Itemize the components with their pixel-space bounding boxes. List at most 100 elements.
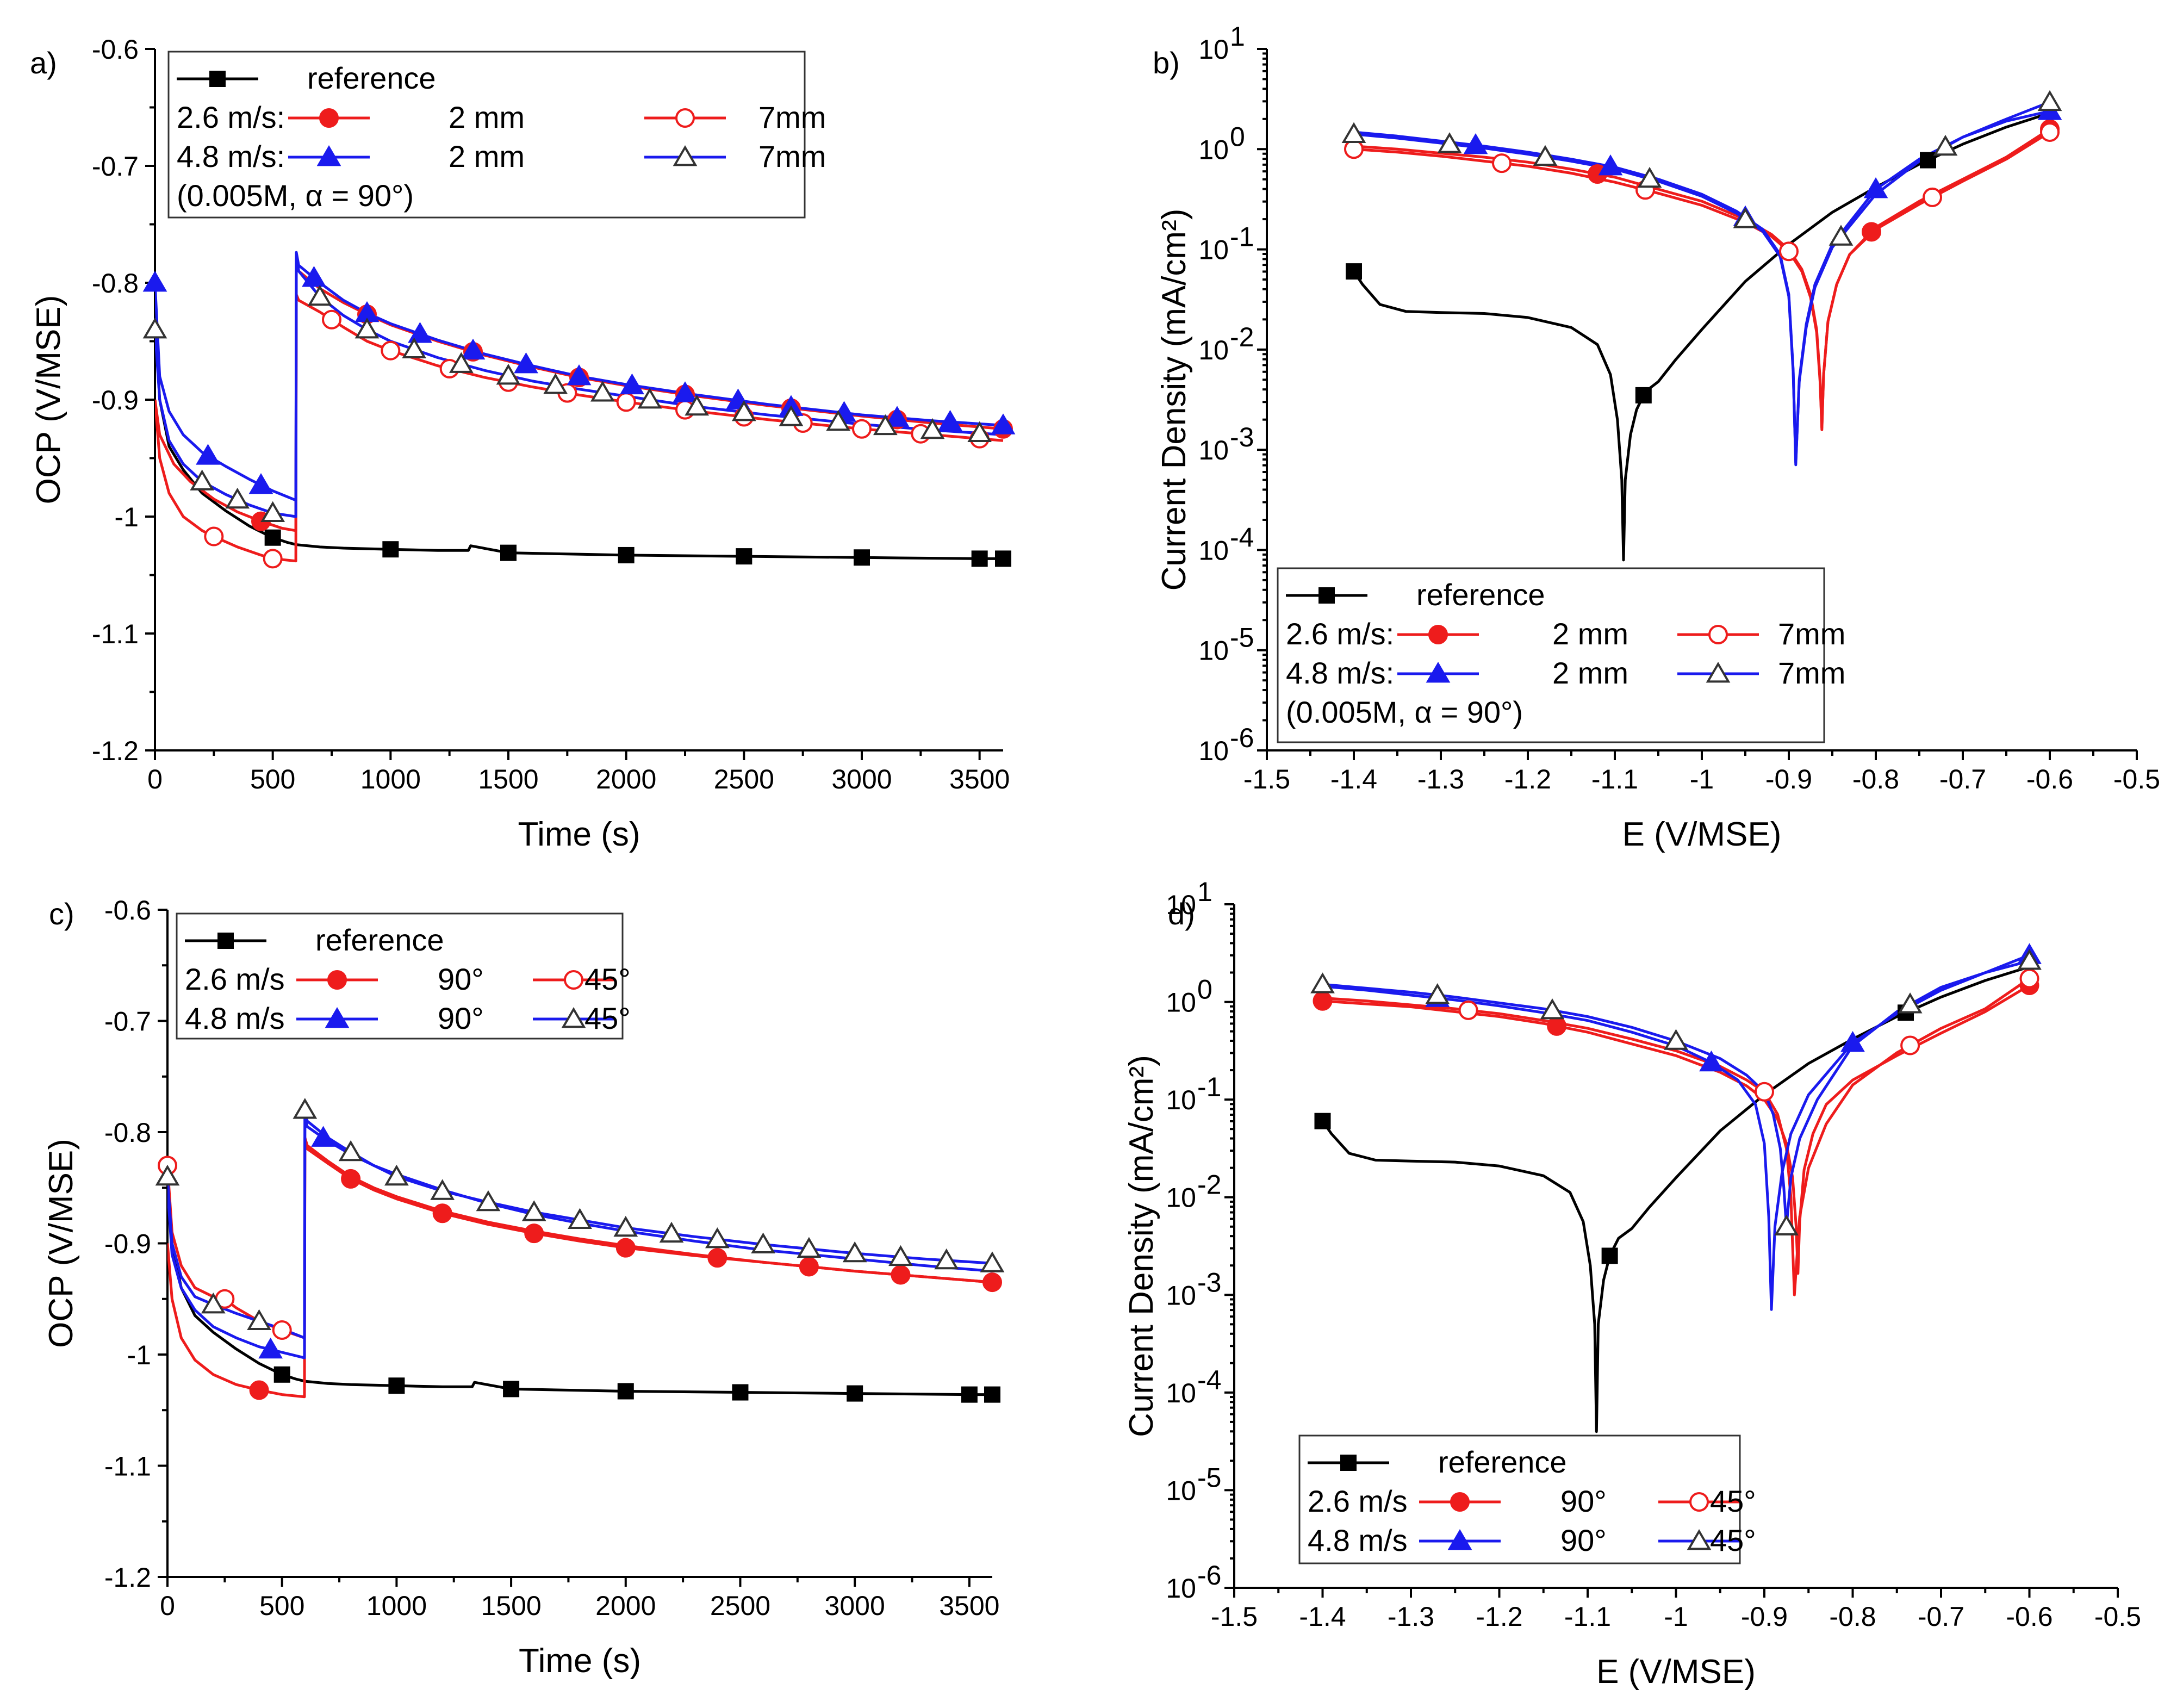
legend-label: reference [307, 61, 436, 95]
y-tick-label: 10 [1166, 1280, 1196, 1310]
x-tick-label: 3500 [939, 1591, 999, 1621]
legend-label: 4.8 m/s: [1286, 656, 1394, 690]
data-point-a_b2 [248, 473, 273, 494]
y-tick-label: 10 [1198, 235, 1229, 265]
legend-label: reference [1438, 1445, 1567, 1479]
data-point-c_b45 [201, 1293, 226, 1314]
series-line-d_b45 [1322, 959, 2030, 1228]
data-point-d_b90 [1699, 1050, 1724, 1072]
x-tick-label: 2500 [714, 764, 774, 794]
y-tick-exponent: 0 [1197, 974, 1212, 1005]
y-tick-label: 10 [1198, 34, 1229, 65]
data-point-reference [995, 550, 1011, 567]
y-tick-exponent: -6 [1230, 723, 1254, 753]
data-point-a_b2 [302, 266, 326, 287]
y-axis-label: Current Density (mA/cm²) [1155, 209, 1193, 591]
data-point-c_r90 [707, 1248, 727, 1268]
data-point-d_r45 [2019, 968, 2039, 989]
data-point-b_b2 [1463, 133, 1488, 154]
data-point-d_b90 [1840, 1031, 1865, 1052]
legend-label: 2.6 m/s: [177, 100, 285, 134]
data-point-c_r90 [615, 1238, 636, 1258]
y-tick-exponent: 1 [1230, 21, 1245, 52]
legend-label: reference [315, 923, 444, 957]
data-point-a_b2 [885, 406, 910, 427]
legend-label: 45° [1710, 1484, 1756, 1518]
legend-marker-a_b7 [673, 145, 698, 166]
x-tick-label: 1500 [478, 764, 538, 794]
legend-label: 2 mm [449, 139, 525, 173]
x-tick-label: 0 [160, 1591, 175, 1621]
data-point-a_b7 [307, 284, 332, 306]
y-tick-exponent: -4 [1230, 522, 1254, 552]
data-point-b_r2 [1862, 222, 1881, 242]
y-tick-label: 10 [1198, 736, 1229, 766]
x-tick-label: 500 [250, 764, 295, 794]
data-point-reference [1601, 1247, 1618, 1264]
data-point-c_b45 [797, 1237, 822, 1258]
data-point-reference [500, 544, 517, 561]
data-point-d_r90 [1313, 991, 1333, 1011]
data-point-d_b45 [1898, 992, 1923, 1014]
legend-marker-c_r45 [564, 970, 583, 990]
panel-label: b) [1153, 46, 1180, 80]
data-point-b_b2 [1598, 154, 1623, 176]
y-tick-exponent: -5 [1197, 1462, 1221, 1493]
legend: reference 2.6 m/s 90° 45° 4.8 m/s 90° 45° [176, 912, 631, 1040]
x-tick-label: -1.5 [1211, 1601, 1258, 1632]
panel-label: a) [30, 46, 57, 80]
data-point-c_b45 [430, 1179, 455, 1200]
legend-label: 2.6 m/s [185, 962, 285, 996]
x-tick-label: -1.4 [1330, 764, 1377, 794]
y-axis-label: OCP (V/MSE) [30, 295, 67, 505]
data-point-reference [273, 1366, 290, 1383]
legend-label: 2 mm [449, 100, 525, 134]
data-point-reference [1920, 152, 1936, 169]
data-point-c_r45 [272, 1320, 292, 1340]
y-tick-exponent: -3 [1230, 422, 1254, 452]
x-tick-label: 2000 [596, 764, 656, 794]
data-point-a_b2 [673, 381, 698, 402]
data-point-reference [382, 541, 399, 558]
y-tick-label: -0.7 [92, 151, 139, 182]
y-tick-exponent: -1 [1230, 222, 1254, 252]
data-point-b_r7 [1344, 139, 1364, 159]
marker-group [155, 1098, 1005, 1403]
legend-label: 7mm [1778, 617, 1845, 651]
x-tick-label: -0.7 [1939, 764, 1986, 794]
x-tick-label: -1 [1690, 764, 1714, 794]
x-tick-label: -1 [1664, 1601, 1688, 1632]
y-tick-label: -0.7 [104, 1007, 151, 1037]
y-tick-exponent: -3 [1197, 1267, 1221, 1297]
x-tick-label: 3000 [825, 1591, 885, 1621]
x-tick-label: -0.6 [2026, 764, 2073, 794]
data-point-a_r7 [381, 340, 401, 361]
y-tick-label: -1.1 [92, 619, 139, 649]
y-tick-label: -0.9 [104, 1229, 151, 1259]
data-point-a_b7 [826, 409, 851, 431]
data-point-reference [264, 529, 281, 546]
data-point-reference [1346, 263, 1362, 280]
x-tick-label: 1000 [366, 1591, 427, 1621]
data-point-a_b7 [142, 318, 167, 339]
y-tick-label: -0.8 [104, 1117, 151, 1148]
data-point-c_b45 [338, 1140, 363, 1162]
series-line-reference [1352, 111, 2050, 562]
x-tick-label: 2500 [710, 1591, 770, 1621]
y-tick-label: 10 [1166, 890, 1196, 920]
data-point-c_b45 [751, 1232, 775, 1253]
data-point-c_b90 [311, 1126, 335, 1147]
legend-marker-reference [1340, 1455, 1357, 1471]
legend-label: 7mm [1778, 656, 1845, 690]
y-tick-exponent: 1 [1197, 877, 1212, 907]
legend-box [1277, 567, 1825, 743]
data-point-c_b45 [934, 1248, 959, 1270]
legend-note: (0.005M, α = 90°) [1286, 695, 1523, 729]
data-point-d_b45 [1310, 972, 1335, 993]
data-point-a_b2 [567, 364, 592, 386]
legend-label: 7mm [758, 139, 826, 173]
y-tick-exponent: -1 [1197, 1072, 1221, 1102]
data-point-a_b7 [260, 501, 285, 522]
panel-a: a) 0 500 1000 1500 2000 2500 3000 3500 -1.2 -1.1 -1… [30, 34, 1016, 853]
data-point-d_b45 [1425, 983, 1450, 1004]
